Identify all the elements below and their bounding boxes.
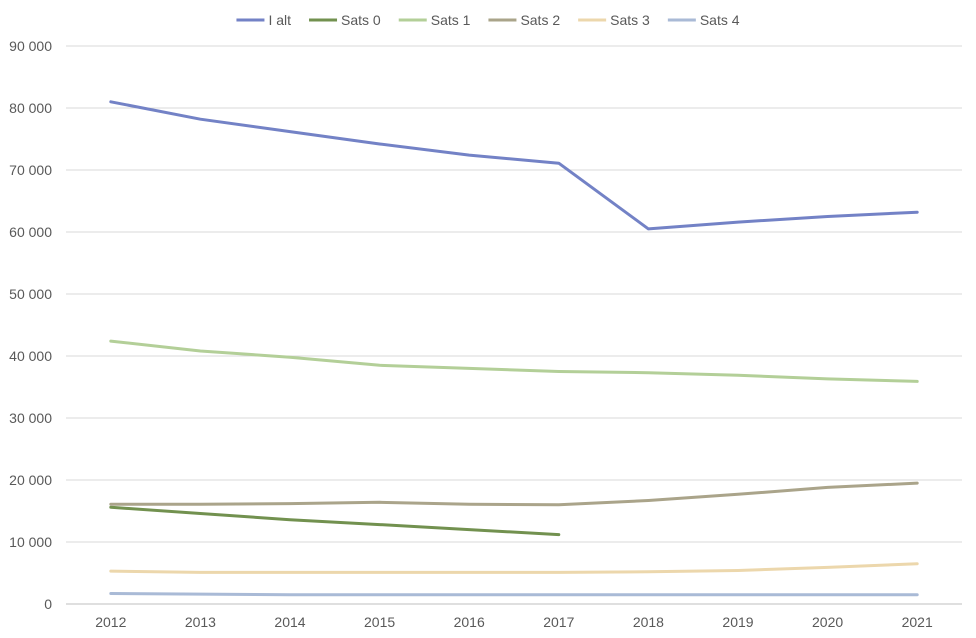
- y-tick-label: 40 000: [9, 348, 52, 364]
- series-line-sats-3: [109, 562, 919, 574]
- y-tick-label: 90 000: [9, 38, 52, 54]
- legend-label: I alt: [268, 12, 291, 28]
- legend-label: Sats 0: [341, 12, 381, 28]
- legend-label: Sats 4: [700, 12, 740, 28]
- x-tick-label: 2020: [812, 614, 843, 630]
- y-tick-label: 10 000: [9, 534, 52, 550]
- x-tick-label: 2017: [543, 614, 574, 630]
- x-tick-label: 2014: [274, 614, 305, 630]
- series-line-sats-0: [109, 505, 561, 537]
- y-tick-label: 20 000: [9, 472, 52, 488]
- y-axis: 0 10 000 20 000 30 000 40 000 50 000 60 000 70 …: [9, 38, 52, 612]
- y-tick-label: 70 000: [9, 162, 52, 178]
- x-tick-label: 2021: [902, 614, 933, 630]
- legend-label: Sats 1: [431, 12, 471, 28]
- y-tick-label: 0: [44, 596, 52, 612]
- series-line-i-alt: [109, 100, 919, 231]
- legend-label: Sats 2: [520, 12, 560, 28]
- series-line-sats-2: [109, 481, 919, 507]
- x-tick-label: 2015: [364, 614, 395, 630]
- x-tick-label: 2018: [633, 614, 664, 630]
- legend: I alt Sats 0 Sats 1 Sats 2 Sats 3 Sats 4: [236, 12, 740, 28]
- x-tick-label: 2016: [454, 614, 485, 630]
- series-lines: [109, 100, 919, 597]
- x-tick-label: 2013: [185, 614, 216, 630]
- series-line-sats-1: [109, 339, 919, 383]
- x-tick-label: 2019: [722, 614, 753, 630]
- y-tick-label: 30 000: [9, 410, 52, 426]
- y-tick-label: 60 000: [9, 224, 52, 240]
- gridlines: [66, 45, 962, 605]
- series-line-sats-4: [109, 592, 919, 597]
- x-tick-label: 2012: [95, 614, 126, 630]
- legend-label: Sats 3: [610, 12, 650, 28]
- y-tick-label: 80 000: [9, 100, 52, 116]
- y-tick-label: 50 000: [9, 286, 52, 302]
- x-axis: 2012 2013 2014 2015 2016 2017 2018 2019 2020 2021: [95, 614, 933, 630]
